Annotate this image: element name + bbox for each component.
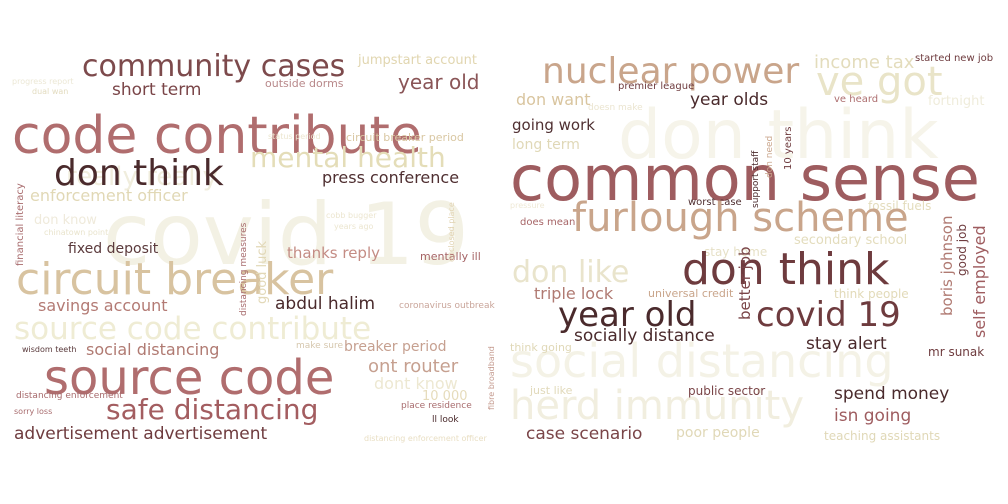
cloud-word: dual wan: [32, 87, 69, 96]
cloud-word: thanks reply: [287, 244, 380, 262]
cloud-word: long term: [512, 137, 580, 153]
cloud-word: years ago: [334, 222, 374, 231]
cloud-word: covid 19: [103, 185, 470, 285]
cloud-word: don like: [512, 255, 630, 290]
cloud-word: year olds: [690, 90, 769, 110]
cloud-word: chinatown point: [44, 228, 109, 237]
cloud-word: source code: [44, 350, 335, 406]
cloud-word: think going: [510, 341, 572, 354]
cloud-word: outside dorms: [265, 77, 344, 90]
cloud-word: abdul halim: [275, 294, 376, 314]
cloud-word: distancing measures: [239, 222, 249, 316]
cloud-word: make sure: [296, 341, 344, 351]
cloud-word: don think: [618, 96, 939, 175]
cloud-word: does mean: [520, 217, 576, 228]
cloud-word: support staff: [751, 150, 761, 208]
cloud-word: short term: [112, 80, 202, 100]
cloud-word: wisdom teeth: [22, 345, 77, 354]
cloud-word: just like: [530, 384, 573, 397]
cloud-word: coronavirus outbreak: [399, 301, 495, 311]
cloud-word: ll look: [432, 415, 459, 425]
cloud-word: source code contribute: [14, 311, 372, 347]
cloud-word: good luck: [255, 240, 270, 304]
cloud-word: premier league: [618, 81, 695, 92]
cloud-word: stay home: [704, 245, 768, 259]
cloud-word: ont router: [368, 356, 459, 377]
cloud-word: income tax: [814, 52, 915, 73]
cloud-word: covid 19: [756, 295, 901, 335]
cloud-word: fossil fuels: [868, 199, 932, 213]
cloud-word: common sense: [510, 142, 980, 215]
cloud-word: safe distancing: [106, 393, 319, 426]
cloud-word: code contribute: [12, 106, 422, 166]
cloud-word: universal credit: [648, 287, 734, 300]
cloud-word: doesn make: [588, 103, 643, 113]
cloud-word: furlough scheme: [572, 195, 909, 241]
cloud-word: dont know: [374, 374, 458, 393]
cloud-word: distancing enforcement officer: [364, 434, 487, 443]
cloud-word: stay alert: [806, 334, 887, 354]
cloud-word: pressure: [510, 201, 545, 210]
cloud-word: breaker period: [344, 339, 447, 355]
cloud-word: herd immunity: [510, 383, 805, 429]
cloud-word: worst case: [688, 197, 742, 208]
cloud-word: self employed: [970, 225, 989, 338]
word-cloud-right: don think social distancing herd immunity n…: [508, 40, 1000, 458]
cloud-word: circuit breaker: [16, 254, 334, 305]
cloud-word: don know: [34, 213, 97, 228]
cloud-word: teaching assistants: [824, 429, 941, 443]
cloud-word: jumpstart account: [358, 53, 477, 68]
cloud-word: mr sunak: [928, 345, 985, 359]
cloud-word: public sector: [688, 384, 766, 398]
cloud-word: triple lock: [534, 284, 614, 303]
cloud-word: distancing enforcement: [16, 391, 123, 401]
cloud-word: poor people: [676, 425, 760, 441]
cloud-word: enclosed place: [447, 202, 456, 262]
cloud-word: year old: [398, 70, 480, 94]
cloud-word: financial literacy: [15, 183, 26, 266]
cloud-word: sorry loss: [14, 407, 53, 416]
cloud-word: don think: [682, 244, 890, 295]
cloud-word: started new job: [915, 53, 994, 64]
cloud-word: going work: [512, 116, 595, 134]
cloud-word: isn going: [834, 406, 912, 426]
cloud-word: secondary school: [794, 233, 908, 248]
cloud-word: cobb bugger: [326, 211, 377, 220]
cloud-word: fortnight: [928, 94, 985, 109]
cloud-word: 10 years: [783, 126, 794, 170]
cloud-word: circuit breaker period: [346, 131, 464, 144]
cloud-word: really really: [66, 162, 219, 192]
cloud-word: enforcement officer: [30, 186, 188, 205]
cloud-word: social distancing: [86, 340, 220, 359]
cloud-word: fixed deposit: [68, 241, 159, 257]
cloud-word: boris johnson: [938, 215, 956, 316]
cloud-word: better job: [736, 246, 754, 320]
cloud-word: socially distance: [574, 326, 715, 346]
cloud-word: ve got: [816, 59, 943, 105]
cloud-word: mental health: [250, 141, 446, 174]
cloud-word: status period: [268, 132, 321, 141]
cloud-word: social distancing: [510, 334, 894, 388]
cloud-word: mentally ill: [420, 250, 481, 263]
cloud-word: think people: [834, 287, 909, 301]
cloud-word: community cases: [82, 49, 346, 84]
cloud-word: don want: [516, 90, 591, 109]
cloud-word: advertisement advertisement: [14, 424, 268, 444]
cloud-word: don think: [54, 153, 224, 194]
word-cloud-left: covid 19 really really code contribute comm…: [8, 40, 500, 458]
cloud-word: 10 000: [422, 389, 468, 404]
cloud-word: savings account: [38, 296, 168, 315]
cloud-word: place residence: [401, 401, 472, 411]
cloud-word: don need: [765, 135, 775, 178]
cloud-word: ve heard: [834, 94, 879, 105]
cloud-word: nuclear power: [542, 51, 800, 92]
cloud-word: year old: [558, 295, 697, 335]
cloud-word: spend money: [834, 384, 950, 404]
cloud-word: progress report: [12, 77, 74, 86]
cloud-word: fibre broadband: [487, 346, 496, 410]
cloud-word: good job: [955, 223, 969, 276]
cloud-word: press conference: [322, 168, 460, 187]
cloud-word: case scenario: [526, 424, 643, 444]
